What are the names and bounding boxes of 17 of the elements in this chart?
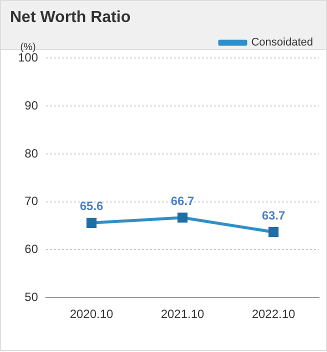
x-tick-label: 2022.10 bbox=[252, 307, 296, 322]
y-tick-label: 50 bbox=[24, 290, 38, 304]
data-label: 65.6 bbox=[80, 199, 104, 214]
y-tick-label: 80 bbox=[24, 146, 38, 160]
point bbox=[86, 218, 97, 228]
y-tick-label: 60 bbox=[24, 242, 38, 256]
x-tick-label: 2020.10 bbox=[70, 307, 114, 322]
y-axis-title: (%) bbox=[20, 42, 36, 53]
x-tick-label: 2021.10 bbox=[160, 307, 205, 322]
data-label: 63.7 bbox=[262, 208, 286, 222]
chart-title: Net Worth Ratio bbox=[10, 9, 131, 26]
y-tick-label: 90 bbox=[24, 98, 38, 112]
point bbox=[268, 226, 279, 238]
legend-label: Consoidated bbox=[251, 36, 314, 49]
point bbox=[177, 212, 188, 223]
data-label: 66.7 bbox=[170, 194, 195, 208]
y-tick-label: 70 bbox=[24, 194, 38, 208]
